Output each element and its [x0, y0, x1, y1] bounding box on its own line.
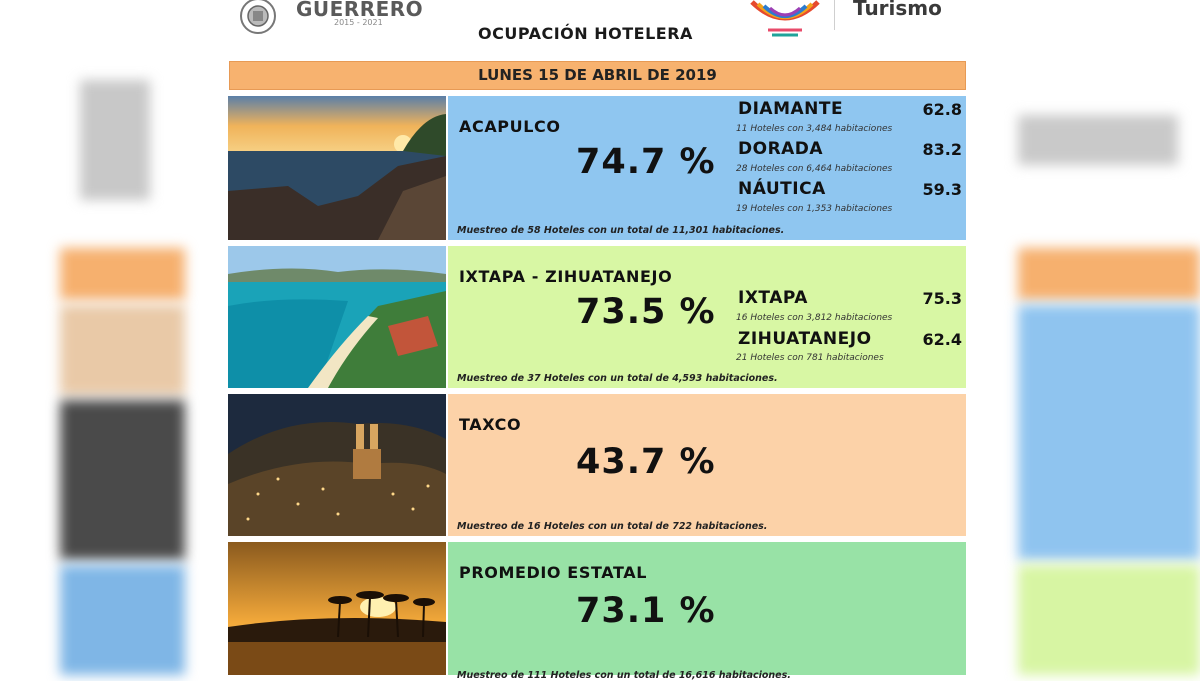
occupancy-percent: 74.7 %: [576, 142, 716, 182]
zone-name: ZIHUATANEJO: [738, 329, 872, 349]
page-title: OCUPACIÓN HOTELERA: [478, 24, 693, 43]
zone-note: 28 Hoteles con 6,464 habitaciones: [736, 164, 893, 174]
state-seal-icon: [232, 0, 284, 38]
taxco-night-photo: [228, 394, 446, 536]
region-acapulco: ACAPULCO 74.7 % DIAMANTE 62.8 11 Hoteles…: [228, 96, 966, 240]
sample-note: Muestreo de 37 Hoteles con un total de 4…: [457, 373, 778, 384]
zone-name: IXTAPA: [738, 288, 808, 308]
date-banner: LUNES 15 DE ABRIL DE 2019: [229, 61, 966, 90]
occupancy-percent: 73.5 %: [576, 292, 716, 332]
region-name: IXTAPA - ZIHUATANEJO: [459, 267, 673, 286]
zone-note: 19 Hoteles con 1,353 habitaciones: [736, 204, 893, 214]
zone-value: 62.8: [922, 100, 962, 119]
region-name: TAXCO: [459, 415, 522, 434]
region-ixtapa-zihuatanejo: IXTAPA - ZIHUATANEJO 73.5 % IXTAPA 75.3 …: [228, 246, 966, 388]
region-panel: IXTAPA - ZIHUATANEJO 73.5 % IXTAPA 75.3 …: [448, 246, 966, 388]
zone-value: 83.2: [922, 140, 962, 159]
zone-name: DIAMANTE: [738, 99, 844, 119]
zone-value: 59.3: [922, 180, 962, 199]
sample-note: Muestreo de 111 Hoteles con un total de …: [457, 670, 791, 681]
zone-value: 75.3: [922, 289, 962, 308]
region-state-average: PROMEDIO ESTATAL 73.1 % Muestreo de 111 …: [228, 542, 966, 681]
palm-sunset-photo: [228, 542, 446, 675]
occupancy-percent: 43.7 %: [576, 442, 716, 482]
zone-note: 16 Hoteles con 3,812 habitaciones: [736, 313, 893, 323]
region-name: PROMEDIO ESTATAL: [459, 563, 648, 582]
turismo-logo-icon: [748, 0, 822, 40]
turismo-wordmark: Turismo: [853, 0, 942, 20]
zone-note: 21 Hoteles con 781 habitaciones: [736, 353, 884, 363]
region-name: ACAPULCO: [459, 117, 561, 136]
region-panel: TAXCO 43.7 % Muestreo de 16 Hoteles con …: [448, 394, 966, 536]
government-years: 2015 - 2021: [334, 18, 383, 27]
occupancy-percent: 73.1 %: [576, 591, 716, 631]
zone-value: 62.4: [922, 330, 962, 349]
sample-note: Muestreo de 16 Hoteles con un total de 7…: [457, 521, 768, 532]
zone-name: NÁUTICA: [738, 179, 826, 199]
zone-name: DORADA: [738, 139, 824, 159]
acapulco-sunset-photo: [228, 96, 446, 240]
sample-note: Muestreo de 58 Hoteles con un total de 1…: [457, 225, 785, 236]
region-panel: PROMEDIO ESTATAL 73.1 % Muestreo de 111 …: [448, 542, 966, 681]
ixtapa-bay-photo: [228, 246, 446, 388]
logo-divider: [834, 0, 835, 30]
region-panel: ACAPULCO 74.7 % DIAMANTE 62.8 11 Hoteles…: [448, 96, 966, 240]
government-name: GUERRERO: [296, 0, 424, 21]
zone-note: 11 Hoteles con 3,484 habitaciones: [736, 124, 893, 134]
region-taxco: TAXCO 43.7 % Muestreo de 16 Hoteles con …: [228, 394, 966, 536]
